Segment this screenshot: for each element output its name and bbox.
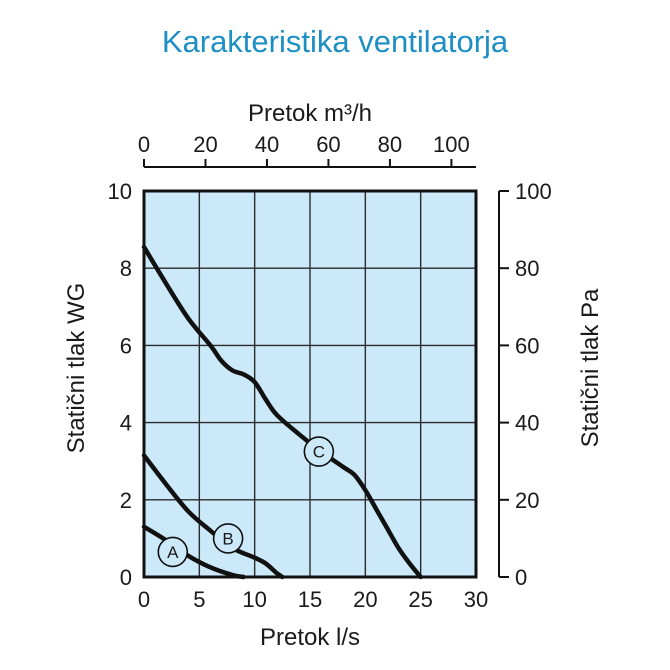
x-bottom-tick-label: 30 bbox=[464, 587, 488, 612]
y-left-tick-label: 4 bbox=[120, 411, 132, 436]
series-line-a bbox=[141, 524, 246, 580]
y-right-tick-label: 40 bbox=[515, 411, 539, 436]
series-marker-c bbox=[303, 436, 335, 467]
chart-title: Karakteristika ventilatorja bbox=[161, 24, 509, 59]
x-top-tick-label: 0 bbox=[138, 132, 150, 157]
y-left-tick-label: 6 bbox=[120, 333, 132, 358]
x-top-axis-label: Pretok m³/h bbox=[248, 100, 372, 127]
x-top-tick-label: 20 bbox=[193, 132, 217, 157]
x-bottom-tick-label: 10 bbox=[242, 587, 266, 612]
plot-frame bbox=[142, 189, 478, 579]
x-bottom-tick-label: 0 bbox=[138, 587, 150, 612]
x-top-tick-label: 80 bbox=[378, 132, 402, 157]
series-label-a: A bbox=[167, 543, 179, 562]
x-bottom-tick-label: 15 bbox=[298, 587, 322, 612]
series-label-c: C bbox=[313, 443, 325, 462]
x-bottom-axis-label: Pretok l/s bbox=[260, 624, 360, 651]
y-left-tick-label: 10 bbox=[108, 179, 132, 204]
series-marker-a bbox=[157, 536, 189, 568]
y-right-tick-label: 20 bbox=[515, 488, 539, 513]
y-left-tick-label: 2 bbox=[120, 488, 132, 513]
y-right-tick-label: 60 bbox=[515, 333, 539, 358]
x-bottom-tick-label: 25 bbox=[408, 587, 432, 612]
x-bottom-tick-label: 5 bbox=[193, 587, 205, 612]
y-left-tick-label: 0 bbox=[120, 565, 132, 590]
series-label-b: B bbox=[222, 529, 233, 548]
x-top-tick-label: 100 bbox=[433, 132, 470, 157]
series-line-c bbox=[141, 244, 423, 580]
x-top-tick-label: 40 bbox=[255, 132, 279, 157]
y-left-tick-label: 8 bbox=[120, 256, 132, 281]
series-marker-b bbox=[212, 523, 244, 554]
y-right-tick-label: 0 bbox=[515, 565, 527, 590]
y-right-tick-label: 100 bbox=[515, 179, 552, 204]
y-left-axis-label: Statični tlak WG bbox=[63, 283, 90, 454]
x-bottom-tick-label: 20 bbox=[353, 587, 377, 612]
y-right-tick-label: 80 bbox=[515, 256, 539, 281]
y-right-axis-label: Statični tlak Pa bbox=[577, 288, 604, 447]
x-top-tick-label: 60 bbox=[316, 132, 340, 157]
